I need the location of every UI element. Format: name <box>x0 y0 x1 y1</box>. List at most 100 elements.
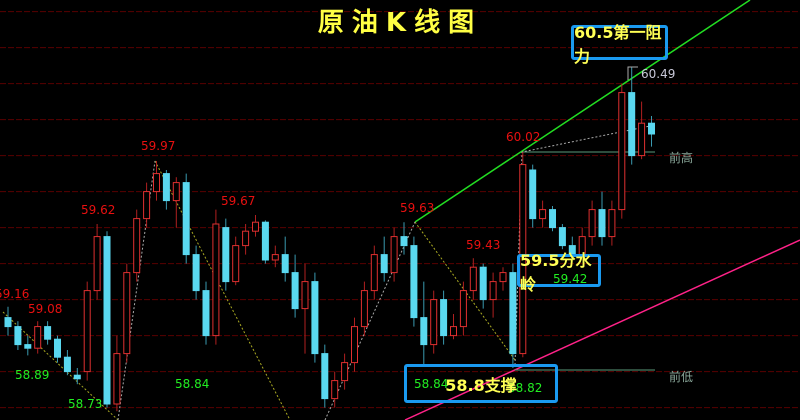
candle-body <box>489 281 497 301</box>
candle-body <box>261 221 269 261</box>
candle-body <box>192 254 200 292</box>
zigzag-yellow-2 <box>154 160 291 420</box>
candle-body <box>301 281 309 310</box>
candle <box>222 218 230 291</box>
candle <box>469 258 477 300</box>
candle-body <box>63 356 71 373</box>
candle <box>558 224 566 250</box>
candle-body <box>420 317 428 346</box>
candle-body <box>499 272 507 283</box>
candle <box>212 209 220 345</box>
candle <box>588 200 596 246</box>
candle <box>311 272 319 363</box>
candle <box>420 281 428 365</box>
candle <box>390 227 398 282</box>
candle-body <box>252 221 259 232</box>
candle-body <box>558 227 566 247</box>
candle-body <box>172 182 180 202</box>
candle <box>370 245 378 300</box>
candle-body <box>370 254 378 292</box>
candle <box>618 83 626 219</box>
candle-body <box>83 290 91 373</box>
chart-title: 原油K线图 <box>317 8 483 38</box>
candle <box>648 116 655 147</box>
candle-body <box>182 182 190 256</box>
candle-body <box>410 245 418 319</box>
candle <box>291 254 299 318</box>
candle-body <box>351 326 358 364</box>
candle-body <box>459 290 467 328</box>
candle-body <box>232 245 240 283</box>
candle-body <box>529 169 537 220</box>
candle <box>499 267 507 291</box>
candle-body <box>638 122 646 157</box>
candle-body <box>331 380 339 400</box>
high-label: 59.43 <box>466 238 500 252</box>
candle <box>529 164 537 228</box>
candle-body <box>321 353 329 400</box>
candle-body <box>212 223 220 337</box>
candle-body <box>222 227 230 283</box>
candle-body <box>103 236 111 405</box>
last-high-label: 60.49 <box>641 67 675 81</box>
candle <box>321 344 329 408</box>
candle <box>83 281 91 381</box>
candle <box>182 173 190 264</box>
candle <box>192 245 200 300</box>
candle <box>539 200 547 228</box>
low-label: 58.84 <box>414 377 448 391</box>
candle <box>628 67 636 165</box>
candle <box>153 161 160 201</box>
candle <box>440 290 448 345</box>
candle-body <box>440 299 448 337</box>
low-label: 58.89 <box>15 368 49 382</box>
candle <box>54 335 61 363</box>
candle-body <box>93 236 101 292</box>
candle-body <box>588 209 596 238</box>
candle-body <box>4 317 12 328</box>
candle <box>261 220 269 264</box>
resistance-trendline <box>414 0 751 223</box>
candle <box>341 353 349 390</box>
candle-body <box>608 209 616 238</box>
candle <box>172 177 180 228</box>
support-annotation: 58.8支撑 <box>404 364 558 403</box>
candle-body <box>44 326 52 340</box>
candle <box>459 281 467 336</box>
low-label: 58.84 <box>175 377 209 391</box>
candle-body <box>390 236 398 274</box>
candle <box>143 182 151 228</box>
candle-body <box>360 290 368 328</box>
high-label: 59.97 <box>141 139 175 153</box>
candle <box>489 272 497 318</box>
candle <box>252 215 259 237</box>
prev-high-label: 前高 <box>669 150 693 165</box>
candle <box>113 335 121 412</box>
candle-body <box>430 299 438 346</box>
pivot-annotation: 59.5分水岭 <box>517 251 601 294</box>
candle <box>34 321 42 354</box>
candles <box>4 67 655 412</box>
candle <box>479 263 487 309</box>
high-label: 60.02 <box>506 130 540 144</box>
candle <box>608 200 616 246</box>
candle-body <box>509 272 517 355</box>
candle <box>430 290 438 354</box>
candle-body <box>450 326 457 337</box>
candle-body <box>73 374 81 380</box>
candle-body <box>341 362 349 382</box>
candle <box>93 224 101 300</box>
candle-body <box>242 230 250 247</box>
candle <box>44 321 52 345</box>
candle-body <box>648 122 655 135</box>
candle <box>162 170 170 210</box>
candle <box>232 236 240 286</box>
low-label: 59.42 <box>553 272 587 286</box>
candle-body <box>469 266 477 292</box>
last-high-marker <box>627 66 638 80</box>
low-label: 58.73 <box>68 397 102 411</box>
candle <box>133 209 141 282</box>
candle-body <box>380 254 388 274</box>
